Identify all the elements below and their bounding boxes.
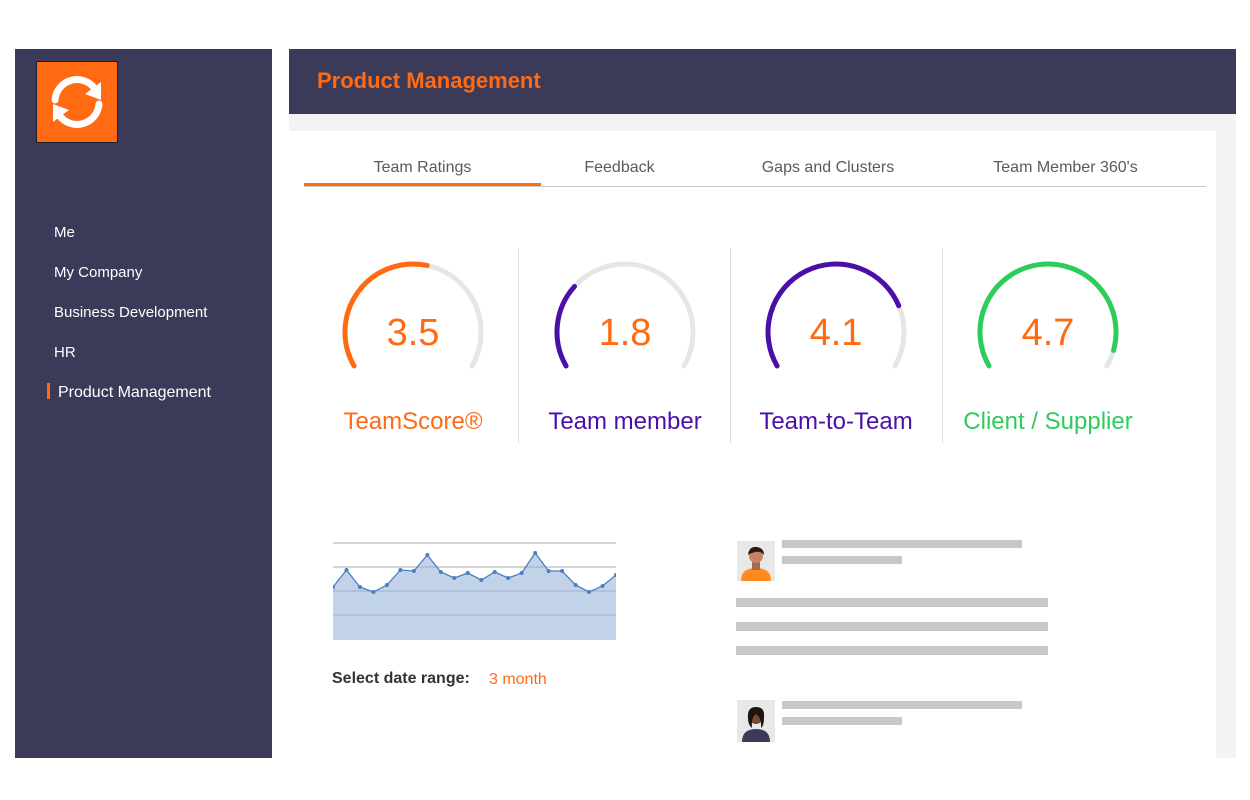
data-point [546,569,551,573]
data-point [357,585,362,589]
data-point [600,584,605,588]
data-point [344,568,349,572]
data-point [492,570,497,574]
sidebar-item-label: HR [54,344,76,361]
data-point [425,553,430,557]
gauge-fill [342,261,430,369]
gauge-value: 3.5 [386,312,440,354]
placeholder-line [736,598,1048,607]
gauge-dial [765,261,907,369]
sidebar-nav: Me My Company Business Development HR Pr… [15,217,272,417]
placeholder-line [782,701,1022,709]
sidebar-item-label: Me [54,224,75,241]
tab-feedback[interactable]: Feedback [584,159,655,176]
sidebar-item-hr[interactable]: HR [15,337,272,377]
tab-team-member-360s[interactable]: Team Member 360's [993,159,1138,176]
data-point [573,583,578,587]
tab-gaps-and-clusters[interactable]: Gaps and Clusters [761,159,895,176]
page-title: Product Management [317,68,541,93]
divider [942,248,943,443]
data-point [333,585,335,589]
data-point [384,583,389,587]
page-header: Product Management [289,49,1236,114]
sidebar-item-label: My Company [54,264,143,281]
sidebar-item-me[interactable]: Me [15,217,272,257]
divider [518,248,519,443]
refresh-icon [51,76,103,128]
divider [730,248,731,443]
gauge-label: Team member [548,408,702,435]
gauge-fill [977,261,1119,369]
user-avatar-male[interactable] [737,541,775,581]
app-logo[interactable] [36,61,118,143]
data-point [398,568,403,572]
placeholder-line [736,646,1048,655]
gauge-label: Team-to-Team [759,408,913,435]
date-range-select[interactable]: 3 month [489,671,547,688]
data-point [411,569,416,573]
data-point [614,573,616,577]
person-icon [737,541,775,581]
tab-bar: Team Ratings Feedback Gaps and Clusters … [304,150,1206,187]
gauge-value: 4.1 [809,312,863,354]
user-avatar-female[interactable] [737,700,775,742]
gauge-dial [977,261,1119,369]
gauge-value: 1.8 [598,312,652,354]
placeholder-line [782,717,902,725]
sidebar-item-product-management[interactable]: Product Management [15,377,272,417]
sidebar-item-label: Business Development [54,304,208,321]
data-point [452,576,457,580]
data-point [506,576,511,580]
sidebar-item-business-development[interactable]: Business Development [15,297,272,337]
placeholder-line [736,622,1048,631]
series-line [333,551,616,593]
area-fill [333,553,616,640]
gauge-dial [554,261,696,369]
data-point [371,590,376,594]
gauge-team-member: 1.8 Team member [519,248,731,443]
sidebar-item-my-company[interactable]: My Company [15,257,272,297]
data-point [587,590,592,594]
placeholder-line [782,556,902,564]
sidebar: Me My Company Business Development HR Pr… [15,49,272,758]
main-panel [289,131,1216,758]
date-range-label: Select date range: [332,670,470,687]
gauge-client-supplier: 4.7 Client / Supplier [942,248,1154,443]
gauge-teamscore: 3.5 TeamScore® [307,248,519,443]
data-point [533,551,538,555]
sidebar-item-label: Product Management [58,384,211,401]
gauge-fill [554,284,577,369]
gauge-label: Client / Supplier [963,408,1133,435]
data-point [519,571,524,575]
gauge-label: TeamScore® [343,408,483,435]
data-point [479,578,484,582]
gauge-dial [342,261,484,369]
placeholder-line [782,540,1022,548]
gauge-fill [765,261,902,369]
gauge-team-to-team: 4.1 Team-to-Team [730,248,942,443]
person-icon [737,700,775,742]
data-point [465,571,470,575]
trend-chart [333,542,616,640]
tab-team-ratings[interactable]: Team Ratings [304,150,541,186]
data-point [560,569,565,573]
gauge-value: 4.7 [1021,312,1075,354]
data-point [438,570,443,574]
active-indicator [47,383,50,399]
